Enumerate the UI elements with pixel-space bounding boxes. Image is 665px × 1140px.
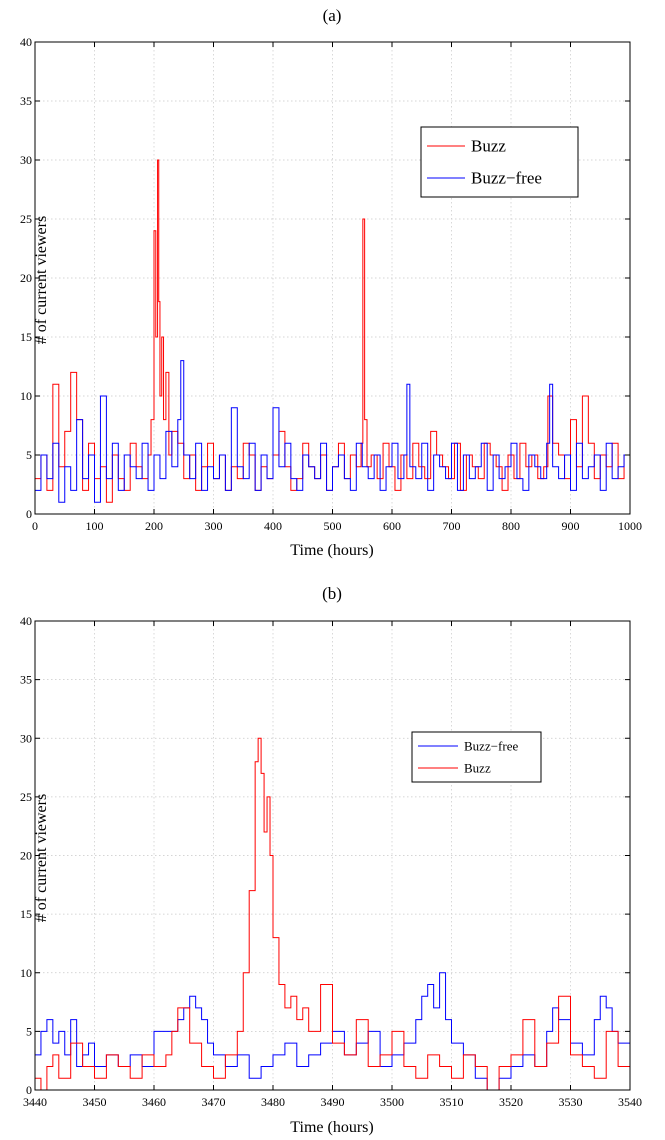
panel-b-series-line-buzz	[35, 737, 630, 1090]
panel-a-series-line-buzz-free	[35, 360, 630, 503]
panel-a-legend: Buzz Buzz−free	[420, 126, 579, 198]
panel-a-x-tick-label: 400	[264, 519, 282, 533]
panel-a-x-tick-label: 700	[443, 519, 461, 533]
panel-b-x-tick-label: 3440	[23, 1095, 47, 1109]
panel-a-y-tick-label: 30	[20, 153, 32, 167]
panel-a-legend-box	[420, 126, 579, 198]
panel-a-y-tick-label: 10	[20, 389, 32, 403]
panel-a-y-tick-label: 35	[20, 94, 32, 108]
panel-b-x-tick-label: 3460	[142, 1095, 166, 1109]
panel-b-y-tick-label: 5	[26, 1024, 32, 1038]
panel-b-x-axis-label: Time (hours)	[290, 1119, 373, 1136]
panel-b-y-tick-label: 40	[20, 614, 32, 628]
panel-b-legend-box	[411, 731, 542, 783]
panel-b-series-group	[35, 737, 630, 1090]
panel-a-plot: 0 100 200 300 400 500 600 700 800 900 1000 0 5 10 15 20…	[20, 35, 642, 533]
panel-a-x-axis-label: Time (hours)	[290, 542, 373, 559]
panel-a-title: (a)	[323, 6, 342, 25]
panel-b-y-axis-label: # of current viewers	[33, 794, 50, 922]
panel-a-y-axis-label: # of current viewers	[33, 216, 50, 344]
panel-b-y-tick-label: 30	[20, 731, 32, 745]
panel-a-y-tick-label: 5	[26, 448, 32, 462]
panel-b-x-tick-label: 3480	[261, 1095, 285, 1109]
panel-b-x-tick-label: 3520	[499, 1095, 523, 1109]
panel-a-x-tick-label: 600	[383, 519, 401, 533]
panel-b-y-tick-label: 15	[20, 907, 32, 921]
panel-b-y-tick-label: 25	[20, 790, 32, 804]
panel-a-legend-label-buzz: Buzz	[471, 137, 506, 156]
panel-a-x-tick-label: 200	[145, 519, 163, 533]
panel-a-y-tick-label: 15	[20, 330, 32, 344]
panel-a-x-tick-label: 800	[502, 519, 520, 533]
panel-b-title: (b)	[322, 584, 342, 603]
panel-a-x-tick-label: 900	[562, 519, 580, 533]
panel-b-x-tick-label: 3490	[321, 1095, 345, 1109]
panel-b-y-tick-label: 35	[20, 673, 32, 687]
panel-b-legend-label-buzz: Buzz	[464, 760, 491, 775]
panel-b-x-tick-label: 3530	[559, 1095, 583, 1109]
panel-b-x-tick-label: 3470	[202, 1095, 226, 1109]
panel-b-y-tick-label: 10	[20, 966, 32, 980]
panel-a-x-tick-label: 0	[32, 519, 38, 533]
panel-b-legend-label-buzz-free: Buzz−free	[464, 738, 518, 753]
panel-a-x-tick-label: 500	[324, 519, 342, 533]
panel-b-x-tick-label: 3510	[440, 1095, 464, 1109]
panel-b-legend: Buzz−free Buzz	[411, 731, 542, 783]
panel-b-x-tick-label: 3500	[380, 1095, 404, 1109]
panel-b-y-tick-label: 0	[26, 1083, 32, 1097]
panel-b-x-tick-label: 3450	[83, 1095, 107, 1109]
panel-b-plot: 3440 3450 3460 3470 3480 3490 3500 3510 3520 3530…	[20, 614, 642, 1109]
panel-a-x-tick-label: 100	[86, 519, 104, 533]
panel-b-y-tick-label: 20	[20, 849, 32, 863]
panel-a-y-tick-label: 0	[26, 507, 32, 521]
panel-a-y-tick-label: 40	[20, 35, 32, 49]
panel-b-x-tick-label: 3540	[618, 1095, 642, 1109]
panel-a-y-tick-label: 25	[20, 212, 32, 226]
panel-a-x-tick-label: 1000	[618, 519, 642, 533]
panel-a-series-group	[35, 159, 630, 503]
panel-a-y-tick-label: 20	[20, 271, 32, 285]
panel-a-legend-label-buzz-free: Buzz−free	[471, 169, 542, 188]
panel-a-x-tick-label: 300	[205, 519, 223, 533]
